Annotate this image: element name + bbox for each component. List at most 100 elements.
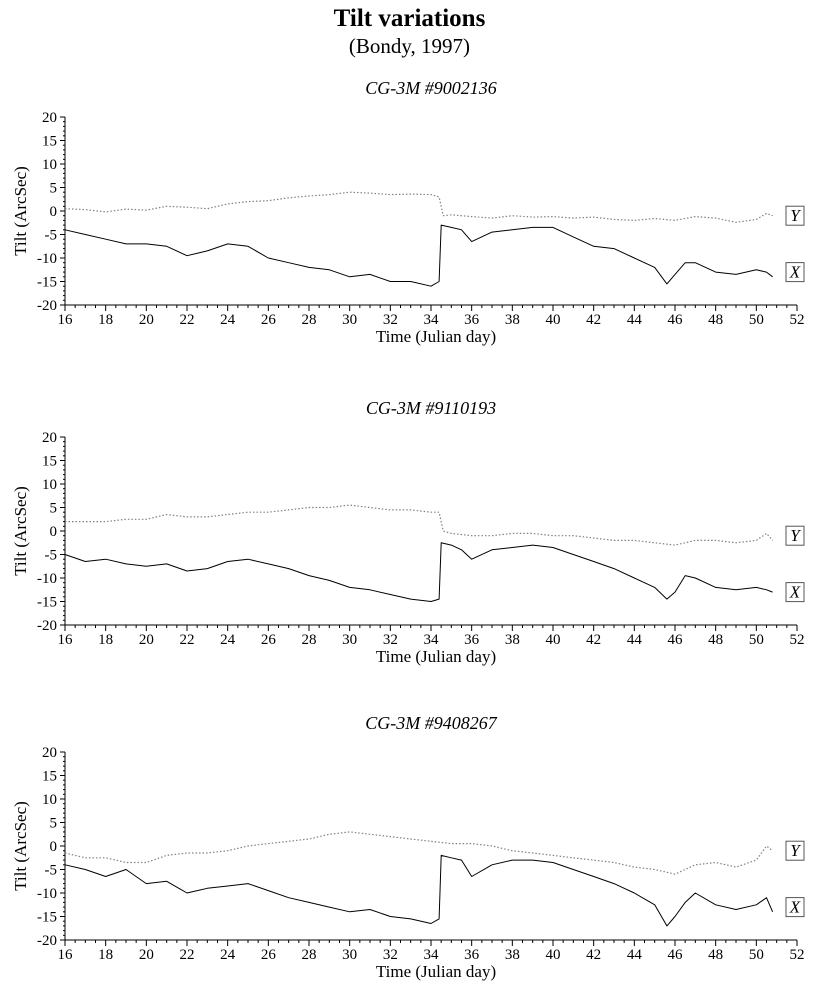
x-tick-label: 52 <box>790 947 805 963</box>
y-tick-label: 5 <box>50 181 58 197</box>
x-tick-label: 40 <box>546 947 561 963</box>
x-tick-label: 30 <box>342 947 357 963</box>
x-tick-label: 20 <box>139 312 154 328</box>
y-tick-label: 20 <box>42 110 57 126</box>
y-tick-label: -20 <box>37 618 57 634</box>
x-tick-label: 16 <box>58 947 74 963</box>
y-tick-label: 20 <box>42 745 57 761</box>
y-tick-label: -20 <box>37 933 57 949</box>
series-label-y: Y <box>790 206 801 225</box>
series-label-box <box>785 840 805 861</box>
x-tick-label: 22 <box>180 312 195 328</box>
x-tick-label: 36 <box>464 312 480 328</box>
y-tick-label: -15 <box>37 595 57 611</box>
series-label-box <box>785 897 805 918</box>
x-axis-label: Time (Julian day) <box>376 647 496 666</box>
x-tick-label: 20 <box>139 947 154 963</box>
x-tick-label: 42 <box>586 632 601 648</box>
series-line-x <box>64 224 773 287</box>
y-tick-label: 10 <box>42 157 57 173</box>
series-label-box <box>785 582 805 603</box>
x-tick-label: 18 <box>98 632 113 648</box>
y-tick-label: -5 <box>45 228 58 244</box>
series-label-y: Y <box>790 841 801 860</box>
x-tick-label: 18 <box>98 312 113 328</box>
chart-title: CG-3M #9002136 <box>365 78 497 98</box>
y-tick-label: -5 <box>45 548 58 564</box>
x-tick-label: 26 <box>261 632 277 648</box>
x-tick-label: 20 <box>139 632 154 648</box>
y-tick-label: 0 <box>50 839 58 855</box>
x-tick-label: 34 <box>424 632 440 648</box>
x-tick-label: 24 <box>220 632 236 648</box>
x-tick-label: 38 <box>505 947 520 963</box>
x-tick-label: 46 <box>668 632 684 648</box>
x-tick-label: 28 <box>302 312 317 328</box>
x-tick-label: 28 <box>302 947 317 963</box>
y-tick-label: 10 <box>42 477 57 493</box>
series-label-x: X <box>789 583 801 602</box>
series-line-x <box>64 854 774 927</box>
series-label-x: X <box>789 898 801 917</box>
y-tick-label: -10 <box>37 886 57 902</box>
x-tick-label: 44 <box>627 312 643 328</box>
y-tick-label: 5 <box>50 816 58 832</box>
x-tick-label: 24 <box>220 947 236 963</box>
y-tick-label: -10 <box>37 571 57 587</box>
x-tick-label: 32 <box>383 947 398 963</box>
x-tick-label: 24 <box>220 312 236 328</box>
series-label-box <box>785 205 805 226</box>
x-tick-label: 34 <box>424 312 440 328</box>
y-tick-label: -20 <box>37 298 57 314</box>
x-tick-label: 50 <box>749 632 764 648</box>
chart-title: CG-3M #9408267 <box>365 713 497 733</box>
y-tick-label: 15 <box>42 769 57 785</box>
x-tick-label: 36 <box>464 632 480 648</box>
x-tick-label: 32 <box>383 632 398 648</box>
y-tick-label: 10 <box>42 792 57 808</box>
series-label-box <box>785 525 805 546</box>
x-tick-label: 44 <box>627 947 643 963</box>
series-line-y <box>65 504 774 546</box>
x-tick-label: 36 <box>464 947 480 963</box>
y-tick-label: 0 <box>50 524 58 540</box>
y-tick-label: -15 <box>37 910 57 926</box>
x-tick-label: 16 <box>58 312 74 328</box>
x-tick-label: 52 <box>790 312 805 328</box>
x-tick-label: 42 <box>586 947 601 963</box>
x-tick-label: 38 <box>505 312 520 328</box>
y-tick-label: 15 <box>42 454 57 470</box>
y-axis-label: Tilt (ArcSec) <box>11 166 30 256</box>
chart-title: CG-3M #9110193 <box>366 398 496 418</box>
series-label-y: Y <box>790 526 801 545</box>
y-tick-label: 0 <box>50 204 58 220</box>
series-line-y <box>64 831 773 875</box>
series-line-y <box>64 191 773 223</box>
series-label-box <box>785 262 805 283</box>
x-tick-label: 22 <box>180 947 195 963</box>
x-tick-label: 40 <box>546 312 561 328</box>
x-tick-label: 48 <box>708 312 723 328</box>
x-axis-label: Time (Julian day) <box>376 327 496 346</box>
x-tick-label: 52 <box>790 632 805 648</box>
x-tick-label: 44 <box>627 632 643 648</box>
x-tick-label: 32 <box>383 312 398 328</box>
y-axis-label: Tilt (ArcSec) <box>11 486 30 576</box>
x-tick-label: 30 <box>342 632 357 648</box>
x-tick-label: 38 <box>505 632 520 648</box>
x-tick-label: 30 <box>342 312 357 328</box>
x-tick-label: 48 <box>708 947 723 963</box>
x-tick-label: 50 <box>749 947 764 963</box>
y-tick-label: 15 <box>42 134 57 150</box>
y-tick-label: -10 <box>37 251 57 267</box>
x-tick-label: 46 <box>668 947 684 963</box>
x-tick-label: 48 <box>708 632 723 648</box>
x-tick-label: 26 <box>261 947 277 963</box>
figure-subtitle: (Bondy, 1997) <box>348 34 471 58</box>
x-tick-label: 40 <box>546 632 561 648</box>
